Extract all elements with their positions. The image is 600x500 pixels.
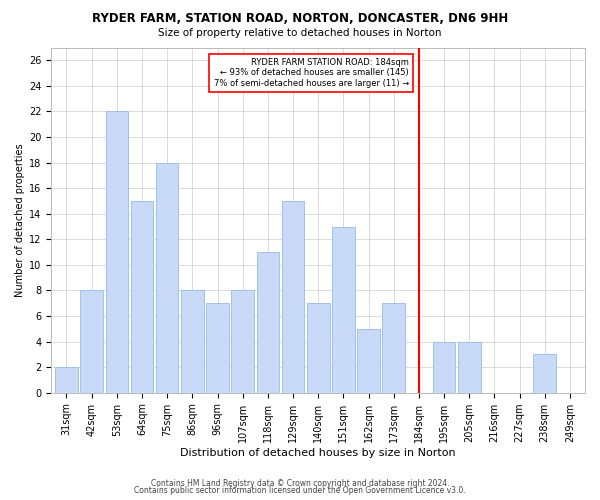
Bar [106,112,128,392]
Bar [357,329,380,392]
X-axis label: Distribution of detached houses by size in Norton: Distribution of detached houses by size … [181,448,456,458]
Bar [55,367,78,392]
Bar [257,252,279,392]
Bar [332,226,355,392]
Text: RYDER FARM STATION ROAD: 184sqm
← 93% of detached houses are smaller (145)
7% of: RYDER FARM STATION ROAD: 184sqm ← 93% of… [214,58,409,88]
Bar [458,342,481,392]
Bar [281,201,304,392]
Text: RYDER FARM, STATION ROAD, NORTON, DONCASTER, DN6 9HH: RYDER FARM, STATION ROAD, NORTON, DONCAS… [92,12,508,26]
Text: Size of property relative to detached houses in Norton: Size of property relative to detached ho… [158,28,442,38]
Text: Contains public sector information licensed under the Open Government Licence v3: Contains public sector information licen… [134,486,466,495]
Y-axis label: Number of detached properties: Number of detached properties [15,144,25,297]
Text: Contains HM Land Registry data © Crown copyright and database right 2024.: Contains HM Land Registry data © Crown c… [151,478,449,488]
Bar [181,290,203,392]
Bar [382,303,405,392]
Bar [307,303,329,392]
Bar [533,354,556,393]
Bar [433,342,455,392]
Bar [131,201,154,392]
Bar [156,162,178,392]
Bar [232,290,254,392]
Bar [80,290,103,392]
Bar [206,303,229,392]
